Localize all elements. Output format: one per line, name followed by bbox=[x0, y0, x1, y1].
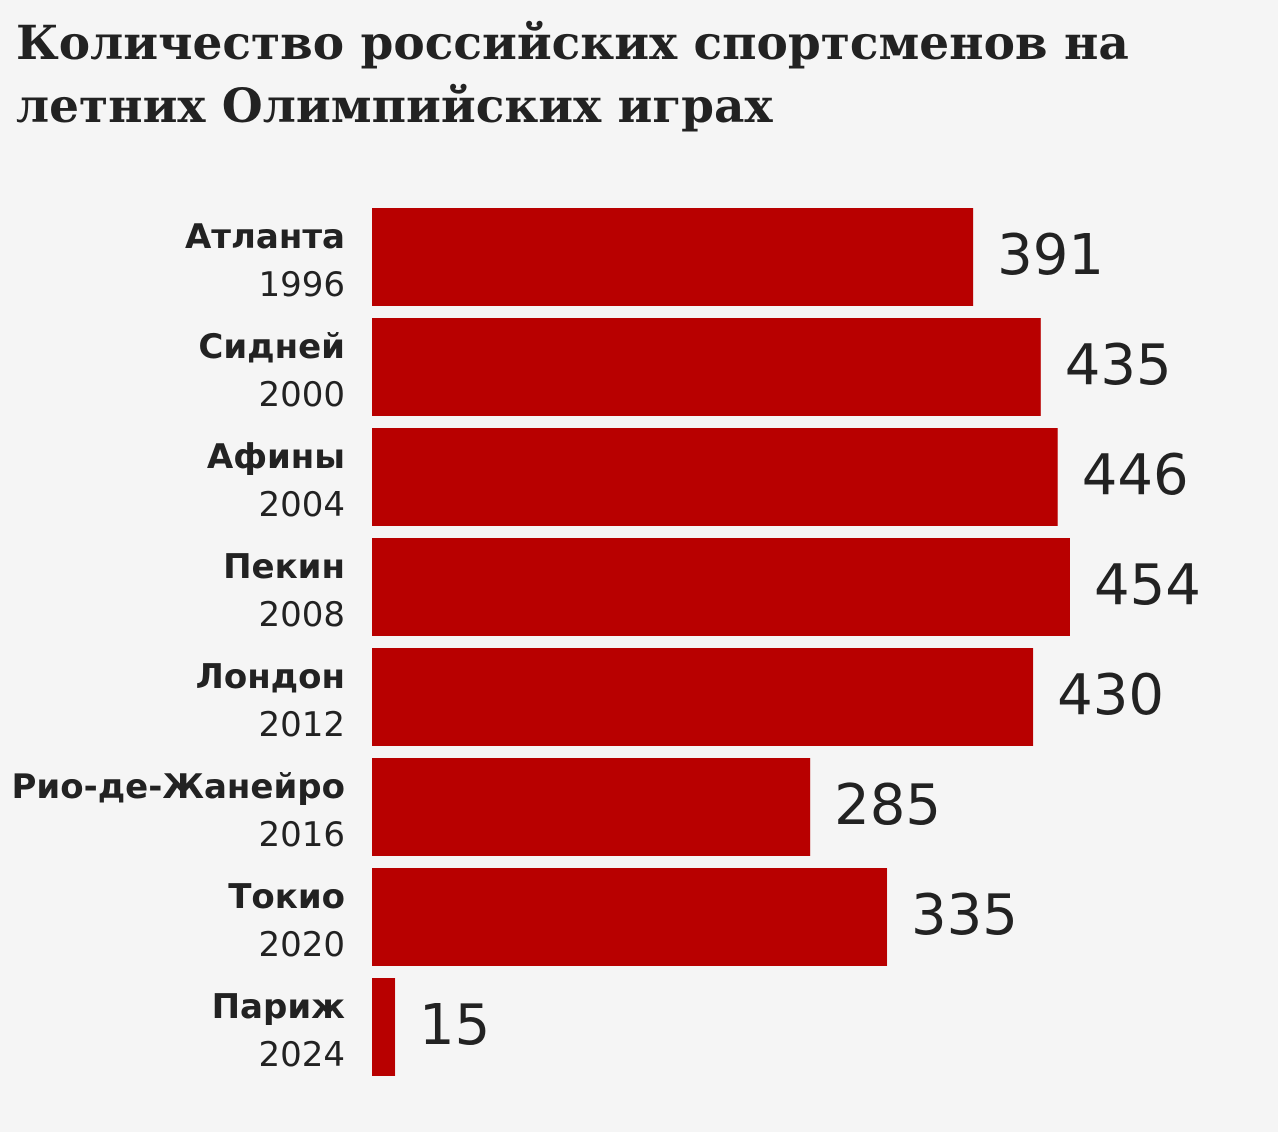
category-label-city: Токио bbox=[228, 877, 345, 917]
bar bbox=[372, 428, 1058, 526]
category-label-city: Сидней bbox=[198, 327, 345, 367]
bar bbox=[372, 868, 888, 966]
bar bbox=[372, 978, 396, 1076]
category-label-year: 2000 bbox=[258, 375, 345, 415]
category-label-city: Афины bbox=[207, 437, 345, 477]
data-label: 335 bbox=[911, 883, 1018, 948]
category-label-year: 2012 bbox=[258, 705, 345, 745]
data-label: 15 bbox=[419, 993, 490, 1058]
data-label: 391 bbox=[997, 223, 1104, 288]
category-label-year: 2024 bbox=[258, 1035, 345, 1075]
data-label: 446 bbox=[1082, 443, 1189, 508]
data-label: 454 bbox=[1094, 553, 1201, 618]
category-label-city: Атланта bbox=[185, 217, 345, 257]
category-label-year: 2004 bbox=[258, 485, 345, 525]
bar bbox=[372, 208, 974, 306]
data-label: 435 bbox=[1065, 333, 1172, 398]
category-label-city: Париж bbox=[212, 987, 346, 1027]
bar bbox=[372, 648, 1034, 746]
category-label-city: Рио-де-Жанейро bbox=[12, 767, 345, 807]
data-label: 430 bbox=[1057, 663, 1164, 728]
data-label: 285 bbox=[834, 773, 941, 838]
category-label-city: Лондон bbox=[196, 657, 345, 697]
bar bbox=[372, 538, 1070, 636]
category-label-year: 2016 bbox=[258, 815, 345, 855]
category-label-city: Пекин bbox=[223, 547, 345, 587]
category-label-year: 2020 bbox=[258, 925, 345, 965]
bar bbox=[372, 758, 811, 856]
category-label-year: 1996 bbox=[258, 265, 345, 305]
chart-title: Количество российских спортсменов на лет… bbox=[16, 16, 1129, 134]
bar bbox=[372, 318, 1041, 416]
category-label-year: 2008 bbox=[258, 595, 345, 635]
